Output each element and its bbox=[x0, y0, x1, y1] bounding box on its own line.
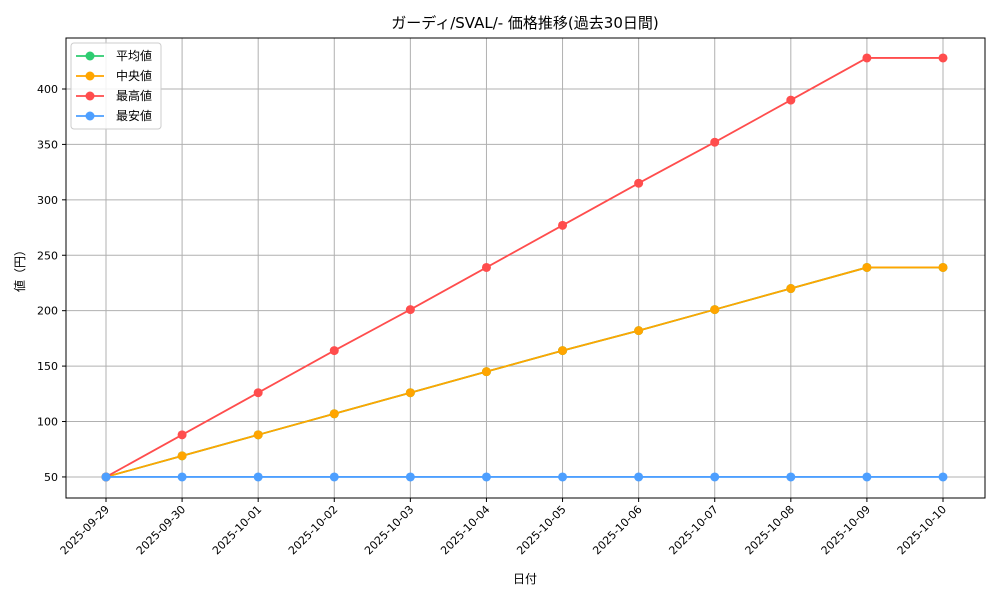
x-tick-label: 2025-10-05 bbox=[514, 503, 568, 557]
series-line bbox=[105, 266, 943, 478]
data-point bbox=[558, 220, 568, 230]
x-tick-label: 2025-10-06 bbox=[590, 503, 644, 557]
x-tick-label: 2025-10-02 bbox=[286, 503, 340, 557]
x-tick-label: 2025-10-04 bbox=[438, 503, 492, 557]
grid bbox=[66, 38, 985, 498]
y-axis-label: 値（円） bbox=[12, 244, 27, 292]
x-tick-label: 2025-10-08 bbox=[743, 503, 797, 557]
x-axis: 2025-09-29 2025-09-30 2025-10-01 2025-10-02… bbox=[58, 498, 949, 557]
legend-marker bbox=[85, 91, 95, 101]
x-tick-label: 2025-10-07 bbox=[666, 503, 720, 557]
data-point bbox=[329, 409, 339, 419]
y-tick-label: 300 bbox=[37, 194, 58, 207]
legend-item: 最安値 bbox=[76, 108, 152, 123]
data-point bbox=[862, 53, 872, 63]
series-3 bbox=[101, 472, 948, 482]
y-axis: 50 100 150 200 250 300 350 400 bbox=[37, 83, 66, 484]
data-point bbox=[634, 326, 644, 336]
data-point bbox=[938, 53, 948, 63]
legend-label: 最安値 bbox=[116, 108, 152, 123]
data-point bbox=[253, 388, 263, 398]
data-point bbox=[405, 388, 415, 398]
series-1 bbox=[101, 262, 948, 482]
data-point bbox=[710, 472, 720, 482]
series-0 bbox=[101, 262, 948, 482]
legend-box bbox=[70, 42, 162, 130]
y-tick-label: 50 bbox=[44, 471, 58, 484]
series-line bbox=[105, 57, 943, 478]
data-point bbox=[862, 262, 872, 272]
y-tick-label: 100 bbox=[37, 416, 58, 429]
data-point bbox=[405, 472, 415, 482]
data-point bbox=[253, 430, 263, 440]
legend-label: 最高値 bbox=[116, 88, 152, 103]
data-point bbox=[405, 305, 415, 315]
x-tick-label: 2025-10-09 bbox=[819, 503, 873, 557]
data-point bbox=[101, 472, 111, 482]
series-line bbox=[105, 266, 943, 478]
y-tick-label: 200 bbox=[37, 305, 58, 318]
data-point bbox=[710, 305, 720, 315]
data-point bbox=[634, 178, 644, 188]
legend-label: 平均値 bbox=[116, 48, 152, 63]
series-2 bbox=[101, 53, 948, 482]
legend-label: 中央値 bbox=[116, 68, 152, 83]
y-tick-label: 150 bbox=[37, 360, 58, 373]
series-lines bbox=[101, 53, 948, 482]
y-tick-label: 400 bbox=[37, 83, 58, 96]
data-point bbox=[481, 367, 491, 377]
data-point bbox=[786, 284, 796, 294]
x-axis-label: 日付 bbox=[513, 572, 537, 586]
x-tick-label: 2025-09-30 bbox=[134, 503, 188, 557]
y-tick-label: 350 bbox=[37, 138, 58, 151]
data-point bbox=[634, 472, 644, 482]
y-tick-label: 250 bbox=[37, 249, 58, 262]
data-point bbox=[862, 472, 872, 482]
data-point bbox=[481, 472, 491, 482]
data-point bbox=[558, 472, 568, 482]
data-point bbox=[558, 346, 568, 356]
data-point bbox=[938, 472, 948, 482]
data-point bbox=[177, 451, 187, 461]
legend-item: 中央値 bbox=[76, 68, 152, 83]
data-point bbox=[329, 346, 339, 356]
data-point bbox=[786, 472, 796, 482]
data-point bbox=[710, 137, 720, 147]
data-point bbox=[938, 262, 948, 272]
data-point bbox=[177, 430, 187, 440]
x-tick-label: 2025-10-03 bbox=[362, 503, 416, 557]
data-point bbox=[253, 472, 263, 482]
legend-item: 平均値 bbox=[76, 48, 152, 63]
legend-marker bbox=[85, 71, 95, 81]
data-point bbox=[786, 95, 796, 105]
legend-item: 最高値 bbox=[76, 88, 152, 103]
x-tick-label: 2025-09-29 bbox=[58, 503, 112, 557]
plot-frame bbox=[65, 37, 986, 499]
legend-marker bbox=[85, 111, 95, 121]
data-point bbox=[329, 472, 339, 482]
data-point bbox=[481, 262, 491, 272]
data-point bbox=[177, 472, 187, 482]
legend-marker bbox=[85, 51, 95, 61]
x-tick-label: 2025-10-10 bbox=[895, 503, 949, 557]
x-tick-label: 2025-10-01 bbox=[210, 503, 264, 557]
chart-title: ガーディ/SVAL/- 価格推移(過去30日間) bbox=[391, 14, 658, 32]
